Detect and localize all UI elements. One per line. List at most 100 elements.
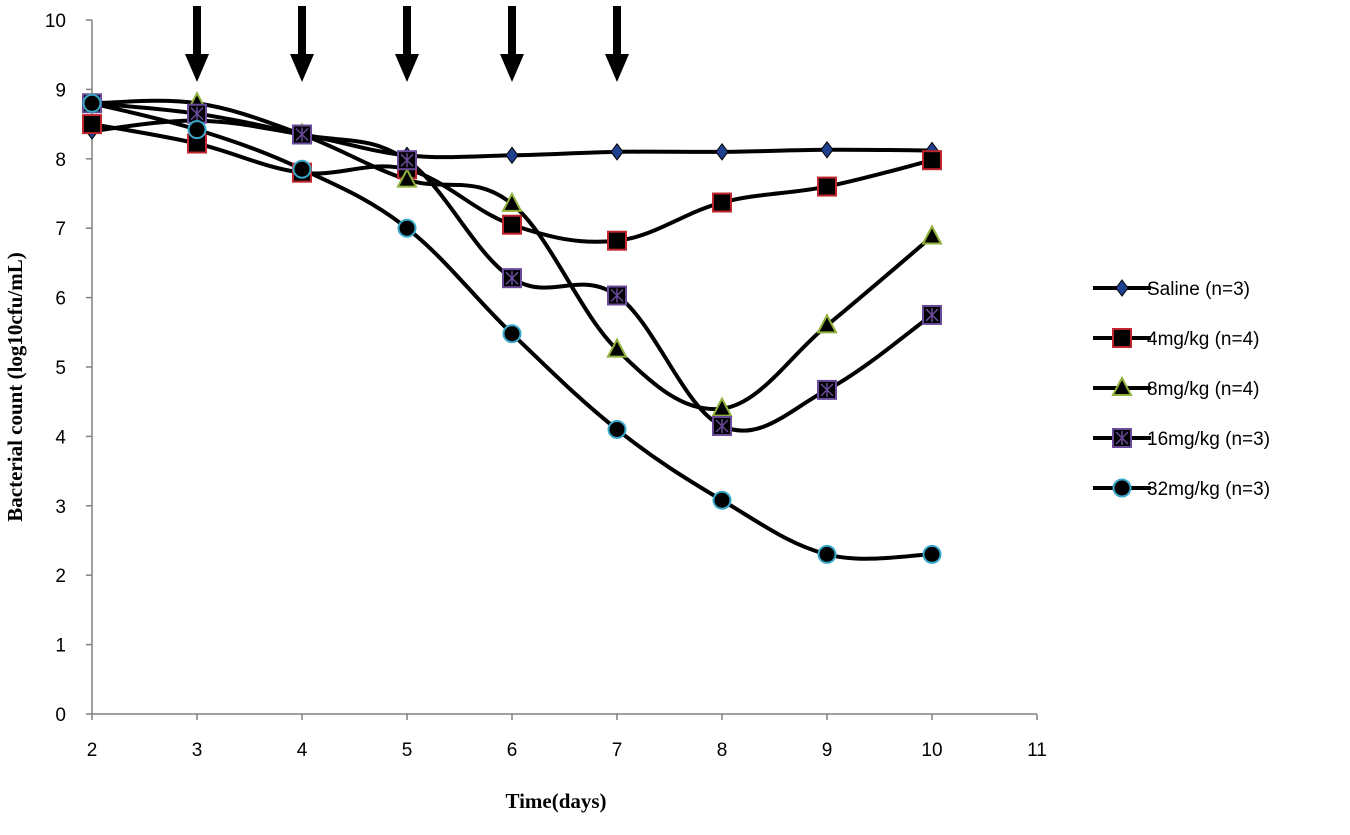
marker-circle [1112,478,1132,498]
arrow-shaft [298,6,306,58]
data-point [397,218,417,238]
marker-square [607,230,627,251]
arrow-shaft [193,6,201,58]
legend-item: 8mg/kg (n=4) [1093,375,1259,400]
marker-diamond [715,143,729,161]
arrow-head [395,54,419,82]
marker-star [610,288,624,303]
x-tick-label: 11 [1027,740,1047,761]
marker-square [502,214,522,235]
data-point [292,159,312,179]
legend-marker [1112,428,1132,448]
data-point [715,143,729,161]
data-point [82,93,102,113]
data-point [82,114,102,135]
data-point [607,230,627,251]
data-point [502,324,522,344]
marker-triangle [606,337,628,358]
data-point [816,313,838,334]
marker-triangle [711,396,733,417]
data-point [292,124,312,145]
data-point [712,415,732,436]
data-point [817,544,837,564]
marker-diamond [505,146,519,165]
marker-star [1115,431,1129,445]
marker-circle [922,544,942,564]
dosing-arrow [605,6,629,82]
marker-square [712,192,732,213]
legend: Saline (n=3) 4mg/kg (n=4) 8mg/kg (n=4) 16mg… [1093,279,1270,500]
legend-marker [1111,375,1133,396]
marker-square [817,176,837,197]
y-tick-label: 6 [55,289,66,310]
legend-marker [1112,478,1132,498]
x-tick-label: 10 [921,740,942,761]
marker-circle [817,544,837,564]
y-tick-label: 10 [45,11,66,32]
x-tick-label: 7 [612,740,623,761]
arrow-shaft [613,6,621,58]
arrow-head [605,54,629,82]
y-tick-label: 5 [55,358,66,379]
dosing-arrow [185,6,209,82]
data-point [817,379,837,400]
y-axis-title: Bacterial count (log10cfu/mL) [3,252,27,521]
legend-label: Saline (n=3) [1147,279,1250,300]
y-tick-label: 3 [55,497,66,518]
data-point [921,224,943,245]
marker-circle [292,159,312,179]
legend-label: 4mg/kg (n=4) [1147,329,1259,350]
data-point [610,143,624,161]
data-point [712,490,732,510]
marker-triangle [921,224,943,245]
data-point [396,167,418,188]
x-tick-label: 3 [192,740,203,761]
dosing-arrow [500,6,524,82]
marker-circle [187,120,207,140]
marker-diamond [1115,279,1129,297]
axes: 0 1 2 3 4 5 6 7 8 9 10 2 3 4 5 6 7 8 9 10 11 [45,11,1047,761]
x-tick-label: 6 [507,740,518,761]
y-tick-label: 0 [55,705,66,726]
data-point [397,150,417,171]
y-tick-label: 1 [55,636,66,657]
data-point [711,396,733,417]
data-point [817,176,837,197]
series-3-points [81,91,943,417]
data-point [502,214,522,235]
dosing-arrow [290,6,314,82]
marker-star [190,106,204,121]
y-tick-label: 7 [55,219,66,240]
data-point [501,191,523,212]
legend-item: 4mg/kg (n=4) [1093,328,1259,350]
marker-diamond [610,143,624,161]
marker-diamond [820,140,834,159]
y-tick-label: 8 [55,150,66,171]
marker-triangle [1111,375,1133,396]
data-point [502,268,522,289]
data-point [187,120,207,140]
arrow-shaft [403,6,411,58]
data-point [712,192,732,213]
marker-star [925,307,939,322]
y-tick-label: 9 [55,80,66,101]
data-point [606,337,628,358]
data-point [505,146,519,165]
marker-square [922,150,942,171]
marker-circle [607,419,627,439]
marker-star [295,127,309,142]
marker-triangle [501,191,523,212]
arrow-head [185,54,209,82]
legend-item: Saline (n=3) [1093,279,1250,300]
dosing-arrow [395,6,419,82]
marker-square [1112,328,1132,348]
series-line [90,98,934,412]
marker-circle [502,324,522,344]
legend-label: 8mg/kg (n=4) [1147,379,1259,400]
marker-star [715,418,729,433]
marker-star [505,271,519,286]
legend-item: 16mg/kg (n=3) [1093,428,1270,450]
dosing-arrows [185,6,629,82]
legend-label: 16mg/kg (n=3) [1147,429,1270,450]
